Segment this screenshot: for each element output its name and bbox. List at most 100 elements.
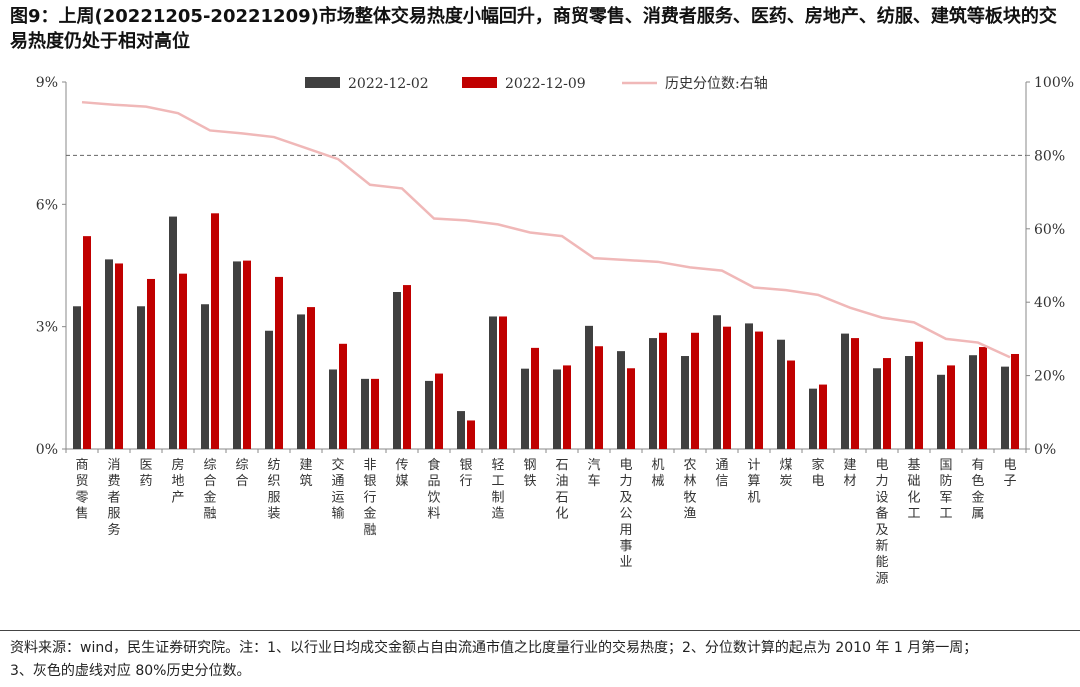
bar-curr <box>179 274 187 449</box>
bar-curr <box>723 327 731 449</box>
bar-curr <box>371 379 379 449</box>
bar-prev <box>393 292 401 449</box>
bar-prev <box>457 411 465 449</box>
y-left-tick-label: 3% <box>36 320 58 336</box>
x-tick-label: 房地产 <box>171 457 184 505</box>
bar-curr <box>147 279 155 449</box>
x-tick-label: 非银行金融 <box>363 458 376 538</box>
x-tick-label: 食品饮料 <box>427 457 440 522</box>
y-left-tick-label: 9% <box>36 75 58 91</box>
x-tick-label: 轻工制造 <box>491 458 504 522</box>
x-tick-label: 煤炭 <box>779 458 792 489</box>
bar-curr <box>563 365 571 449</box>
y-right-tick-label: 40% <box>1034 295 1065 311</box>
bar-curr <box>499 316 507 449</box>
x-tick-label: 建材 <box>843 458 856 489</box>
bar-prev <box>297 314 305 449</box>
bar-curr <box>531 348 539 449</box>
source-note: 资料来源：wind，民生证券研究院。注：1、以行业日均成交金额占自由流通市值之比… <box>10 637 1074 683</box>
chart-lines <box>66 102 1026 357</box>
bar-prev <box>489 316 497 449</box>
x-tick-label: 通信 <box>715 458 728 489</box>
bar-prev <box>841 334 849 449</box>
x-tick-label: 纺织服装 <box>267 458 280 522</box>
x-tick-label: 钢铁 <box>523 458 536 489</box>
legend-label: 2022-12-09 <box>505 76 586 92</box>
legend-swatch <box>305 77 340 88</box>
bar-prev <box>329 369 337 449</box>
bar-curr <box>627 368 635 449</box>
bar-prev <box>361 379 369 449</box>
bar-prev <box>809 389 817 449</box>
y-right-tick-label: 0% <box>1034 442 1056 458</box>
x-tick-label: 综合金融 <box>203 458 216 522</box>
bar-line-chart: 9%6%3%0%100%80%60%40%20%0% 商贸零售消费者服务医药房地… <box>0 60 1080 630</box>
y-right-tick-label: 80% <box>1034 148 1065 164</box>
x-tick-label: 银行 <box>459 458 472 489</box>
bar-curr <box>979 347 987 449</box>
legend-swatch <box>462 77 497 88</box>
x-tick-label: 家电 <box>811 457 824 489</box>
bar-curr <box>915 342 923 449</box>
y-right-tick-label: 100% <box>1034 75 1074 91</box>
page-title: 图9：上周(20221205-20221209)市场整体交易热度小幅回升，商贸零… <box>10 4 1074 54</box>
bar-curr <box>851 338 859 449</box>
x-tick-label: 电力及公用事业 <box>619 458 632 570</box>
x-tick-label: 建筑 <box>299 458 312 489</box>
bar-curr <box>83 236 91 449</box>
legend-label: 历史分位数:右轴 <box>665 76 768 92</box>
bar-curr <box>467 420 475 449</box>
bar-curr <box>1011 354 1019 449</box>
source-note-line-1: 资料来源：wind，民生证券研究院。注：1、以行业日均成交金额占自由流通市值之比… <box>10 637 1074 660</box>
x-tick-label: 传媒 <box>395 458 408 489</box>
bar-curr <box>307 307 315 449</box>
x-tick-label: 机械 <box>651 458 664 489</box>
bar-curr <box>243 261 251 449</box>
bar-prev <box>521 369 529 449</box>
bar-curr <box>595 346 603 449</box>
bar-prev <box>617 351 625 449</box>
bar-prev <box>553 369 561 449</box>
bar-curr <box>211 213 219 449</box>
bar-prev <box>745 323 753 449</box>
bar-prev <box>681 356 689 449</box>
x-tick-label: 石油石化 <box>555 458 568 522</box>
x-tick-label: 交通运输 <box>331 457 344 522</box>
x-axis-labels: 商贸零售消费者服务医药房地产综合金融综合纺织服装建筑交通运输非银行金融传媒食品饮… <box>75 457 1016 586</box>
bar-curr <box>115 263 123 449</box>
x-tick-label: 农林牧渔 <box>683 458 696 522</box>
bar-prev <box>137 306 145 449</box>
bar-curr <box>339 344 347 449</box>
bar-prev <box>905 356 913 449</box>
bar-prev <box>233 261 241 449</box>
y-left-tick-label: 6% <box>36 197 58 213</box>
x-tick-label: 基础化工 <box>907 458 920 522</box>
bar-prev <box>265 331 273 449</box>
bar-curr <box>787 361 795 449</box>
footer: 资料来源：wind，民生证券研究院。注：1、以行业日均成交金额占自由流通市值之比… <box>0 630 1080 687</box>
bar-prev <box>649 338 657 449</box>
bar-prev <box>713 315 721 449</box>
bar-curr <box>275 277 283 449</box>
x-tick-label: 医药 <box>139 458 152 489</box>
bar-curr <box>691 333 699 449</box>
x-tick-label: 电子 <box>1003 458 1016 489</box>
bar-prev <box>201 304 209 449</box>
bar-prev <box>937 375 945 449</box>
source-note-line-2: 3、灰色的虚线对应 80%历史分位数。 <box>10 660 1074 683</box>
x-tick-label: 国防军工 <box>939 458 952 522</box>
bar-curr <box>435 374 443 449</box>
x-tick-label: 计算机 <box>747 458 760 505</box>
y-right-tick-label: 60% <box>1034 222 1065 238</box>
bar-prev <box>777 340 785 449</box>
bar-curr <box>403 285 411 449</box>
x-tick-label: 有色金属 <box>971 458 984 522</box>
x-tick-label: 商贸零售 <box>75 458 88 522</box>
x-tick-label: 汽车 <box>587 458 600 489</box>
legend-label: 2022-12-02 <box>348 76 429 92</box>
bar-prev <box>1001 367 1009 449</box>
bar-curr <box>755 332 763 449</box>
chart-legend: 2022-12-02 2022-12-09 历史分位数:右轴 <box>305 76 768 92</box>
chart-bars <box>73 213 1019 449</box>
bar-prev <box>969 355 977 449</box>
